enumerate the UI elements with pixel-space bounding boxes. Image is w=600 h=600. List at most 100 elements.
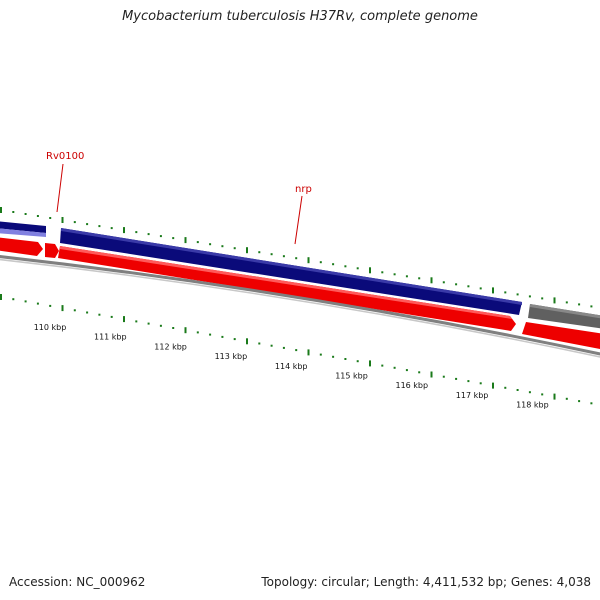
forward-gene-light-segment [0, 228, 46, 237]
gc-tick-lower [381, 364, 384, 367]
reverse-gene-right[interactable] [522, 322, 600, 350]
scale-label: 114 kbp [275, 362, 308, 371]
gc-tick-lower [553, 393, 556, 400]
gc-tick-upper [455, 283, 458, 286]
gc-tick-upper [405, 275, 408, 278]
gc-tick-upper [159, 235, 162, 238]
gc-tick-lower [61, 305, 64, 312]
gc-tick-upper [467, 285, 470, 288]
gc-tick-lower [405, 369, 408, 372]
backbone-arc [0, 255, 600, 356]
scale-label: 111 kbp [94, 333, 127, 342]
gc-tick-lower [184, 327, 187, 334]
gc-tick-lower [332, 355, 335, 358]
gc-tick-lower [528, 391, 531, 394]
other-track-highlight [530, 304, 600, 319]
gc-tick-upper [344, 265, 347, 268]
gc-tick-lower [356, 360, 359, 363]
gc-tick-upper [147, 233, 150, 236]
gc-tick-upper [12, 211, 15, 213]
forward-gene-nrp[interactable] [60, 228, 522, 315]
gc-skew-upper-ticks [0, 207, 593, 308]
nrp-label-line [294, 195, 303, 245]
gc-tick-upper [541, 297, 544, 300]
gc-tick-lower [455, 377, 458, 380]
gc-tick-upper [492, 287, 494, 294]
scale-label: 118 kbp [516, 401, 549, 410]
gc-tick-upper [86, 223, 89, 226]
gc-tick-lower [246, 338, 248, 345]
scale-labels: 110 kbp 111 kbp 112 kbp 113 kbp 114 kbp 115 k… [34, 323, 549, 410]
gc-tick-upper [295, 257, 298, 260]
gc-skew-lower-ticks [0, 294, 593, 405]
gc-tick-lower [123, 316, 125, 323]
map-title: Mycobacterium tuberculosis H37Rv, comple… [122, 9, 478, 24]
gc-tick-upper [553, 297, 556, 304]
gc-tick-upper [24, 213, 27, 215]
gc-tick-lower [147, 322, 150, 325]
gc-tick-lower [24, 300, 27, 303]
gc-tick-lower [541, 393, 544, 396]
gc-tick-upper [332, 263, 335, 266]
gc-tick-lower [344, 358, 347, 360]
gc-tick-lower [369, 360, 371, 367]
genome-summary-text: Topology: circular; Length: 4,411,532 bp… [261, 575, 591, 589]
gc-tick-upper [36, 215, 39, 217]
reverse-gene-long-highlight [60, 246, 512, 319]
gc-tick-upper [479, 287, 482, 290]
gc-tick-lower [49, 304, 52, 307]
other-track-segment [528, 304, 600, 329]
gc-tick-lower [98, 313, 101, 316]
reverse-gene-long[interactable] [58, 246, 516, 331]
gc-tick-upper [0, 207, 2, 213]
gc-tick-upper [430, 277, 433, 284]
forward-gene-nrp-highlight [61, 228, 522, 305]
gc-tick-upper [381, 271, 384, 274]
gc-tick-lower [565, 397, 568, 400]
gc-tick-lower [258, 342, 261, 345]
backbone-arc-shadow [0, 258, 600, 358]
gc-tick-upper [356, 267, 359, 270]
gc-tick-upper [282, 255, 285, 258]
reverse-gene-left[interactable] [0, 237, 43, 256]
gc-tick-upper [504, 291, 507, 294]
reverse-gene-small[interactable] [45, 243, 59, 258]
gc-tick-upper [565, 301, 568, 304]
gc-tick-lower [418, 371, 421, 374]
gc-tick-lower [159, 324, 162, 327]
gc-tick-upper [369, 267, 371, 274]
forward-gene-rv0100-segment[interactable] [0, 221, 46, 233]
gc-tick-upper [246, 247, 248, 254]
gc-tick-lower [516, 389, 519, 391]
scale-label: 110 kbp [34, 323, 67, 332]
gc-tick-lower [209, 333, 212, 336]
gene-label-nrp[interactable]: nrp [295, 184, 312, 195]
gc-tick-upper [73, 221, 76, 224]
scale-label: 112 kbp [154, 342, 187, 351]
gc-tick-upper [172, 237, 175, 240]
gc-tick-upper [590, 305, 593, 308]
gc-tick-lower [504, 386, 507, 389]
gc-tick-lower [172, 327, 175, 329]
gc-tick-lower [492, 382, 494, 389]
gc-tick-lower [319, 353, 322, 356]
gene-label-rv0100[interactable]: Rv0100 [46, 151, 84, 162]
gc-tick-lower [270, 344, 273, 347]
gc-tick-lower [73, 309, 76, 312]
gc-tick-upper [270, 253, 273, 256]
gc-tick-lower [393, 366, 396, 369]
gc-tick-lower [12, 298, 15, 301]
scale-label: 116 kbp [395, 381, 428, 390]
gc-tick-lower [467, 380, 470, 383]
gc-tick-upper [98, 225, 101, 228]
gc-tick-upper [528, 295, 531, 298]
gc-tick-upper [123, 227, 125, 234]
gc-tick-upper [578, 303, 581, 306]
gc-tick-upper [135, 231, 138, 234]
gc-tick-upper [221, 245, 224, 248]
gc-tick-lower [479, 382, 482, 385]
gc-tick-lower [196, 331, 199, 334]
gc-tick-lower [282, 346, 285, 349]
gc-tick-lower [578, 400, 581, 403]
